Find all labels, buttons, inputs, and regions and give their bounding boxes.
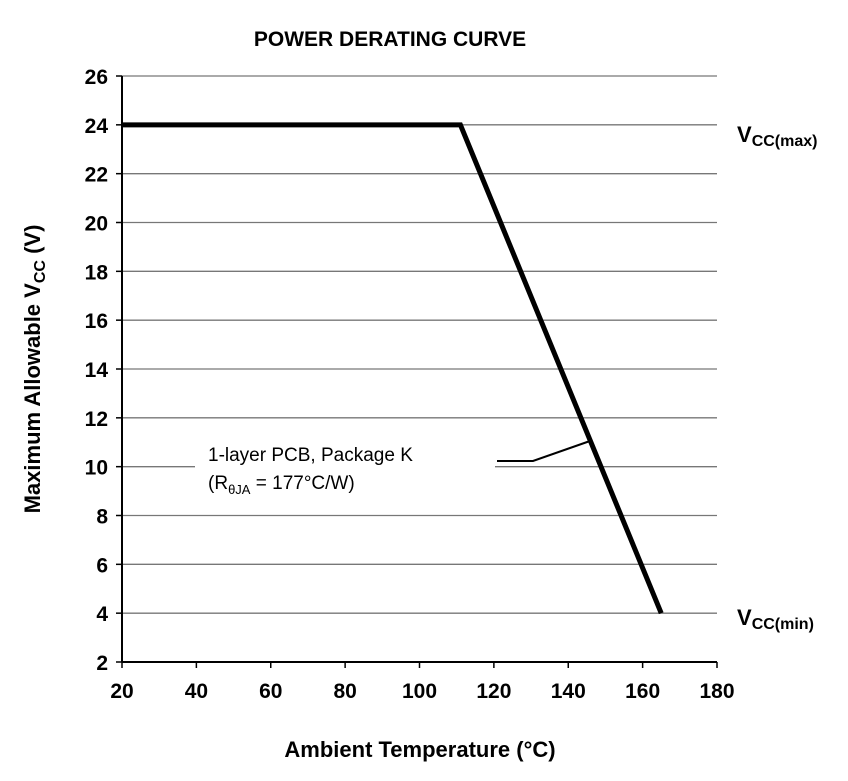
y-tick-label: 16: [85, 310, 108, 333]
x-tick-label: 140: [551, 680, 586, 703]
x-tick-label: 100: [402, 680, 437, 703]
y-tick-label: 24: [85, 115, 109, 138]
y-tick-label: 26: [85, 66, 108, 89]
x-tick-label: 60: [259, 680, 282, 703]
label-background: [195, 440, 495, 495]
vcc-max-label: VCC(max): [737, 122, 817, 150]
x-tick-label: 120: [476, 680, 511, 703]
vcc-min-label: VCC(min): [737, 605, 814, 633]
y-tick-label: 22: [85, 164, 108, 187]
y-tick-label: 4: [96, 603, 108, 626]
y-tick-label: 12: [85, 408, 108, 431]
chart-title: POWER DERATING CURVE: [254, 28, 526, 51]
x-tick-label: 80: [333, 680, 356, 703]
x-tick-label: 40: [185, 680, 208, 703]
y-tick-label: 6: [96, 554, 108, 577]
y-tick-label: 2: [96, 652, 108, 675]
x-tick-label: 180: [699, 680, 734, 703]
y-tick-label: 14: [85, 359, 109, 382]
y-tick-label: 8: [96, 506, 108, 529]
x-axis-label: Ambient Temperature (°C): [284, 737, 555, 762]
x-tick-label: 160: [625, 680, 660, 703]
curve-label-line1: 1-layer PCB, Package K: [208, 445, 413, 466]
derating-curve: [122, 122, 664, 615]
curve-label-line2: (RθJA = 177°C/W): [208, 473, 355, 497]
y-tick-label: 20: [85, 213, 108, 236]
y-axis-label: Maximum Allowable VCC (V): [20, 225, 49, 514]
y-tick-label: 18: [85, 261, 109, 284]
x-tick-label: 20: [110, 680, 133, 703]
leader-line: [497, 440, 591, 462]
y-tick-label: 10: [85, 457, 108, 480]
